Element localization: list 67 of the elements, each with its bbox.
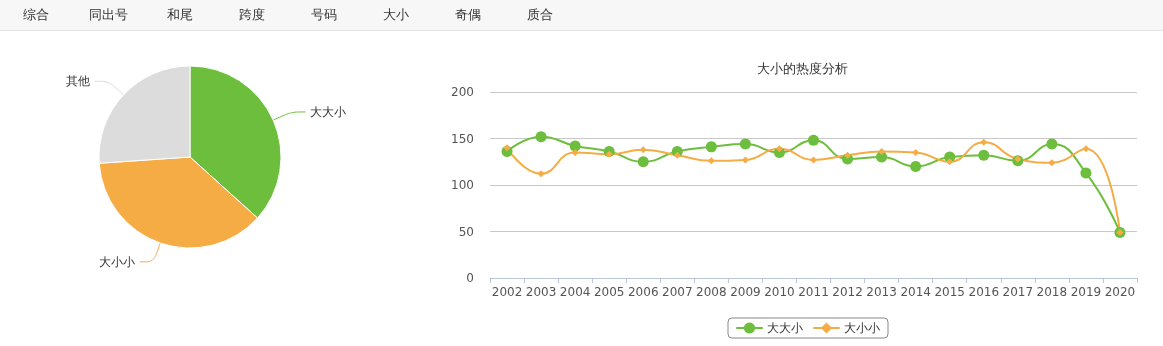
legend-label: 大小小 — [844, 321, 880, 335]
y-tick-label: 0 — [466, 271, 474, 285]
x-tick-label: 2005 — [593, 285, 625, 299]
text: 奇偶 — [454, 6, 482, 24]
point — [537, 170, 545, 178]
point — [637, 156, 649, 168]
x-tick-label: 2010 — [764, 285, 795, 299]
point — [1082, 145, 1090, 153]
point — [946, 158, 954, 166]
text: 质合 — [526, 6, 554, 24]
x-tick-label: 2018 — [1036, 285, 1068, 299]
x-tick-label: 2016 — [968, 285, 1000, 299]
x-tick-label: 2015 — [934, 285, 965, 299]
text: 和尾 — [166, 6, 194, 24]
point — [1014, 155, 1022, 163]
y-tick-label: 200 — [451, 85, 474, 99]
point — [535, 131, 547, 143]
x-tick-label: 2002 — [491, 285, 523, 299]
y-tick-label: 150 — [451, 131, 474, 146]
text: 跨度 — [238, 6, 266, 24]
point — [775, 145, 783, 153]
x-tick-label: 2008 — [696, 285, 727, 299]
slice-label: 其他 — [65, 74, 90, 89]
point — [1080, 167, 1092, 179]
text: 同出号 — [87, 6, 129, 24]
point — [705, 141, 717, 153]
x-tick-label: 2009 — [730, 285, 761, 299]
text: 大小 — [382, 6, 410, 24]
point — [876, 151, 888, 163]
text: 号码 — [310, 6, 338, 24]
x-tick-label: 2012 — [832, 285, 863, 299]
x-tick-label: 2004 — [559, 285, 591, 299]
point — [980, 138, 988, 146]
x-tick-label: 2019 — [1070, 285, 1102, 299]
x-tick-label: 2017 — [1002, 285, 1034, 299]
point — [978, 149, 990, 161]
point — [503, 144, 511, 152]
x-tick-label: 2006 — [627, 285, 659, 299]
point — [1046, 138, 1058, 150]
legend-label: 大大小 — [767, 321, 803, 335]
y-tick-label: 100 — [451, 178, 474, 192]
x-tick-label: 2013 — [866, 285, 897, 299]
point — [571, 148, 579, 156]
point — [878, 148, 886, 156]
point — [1048, 159, 1056, 167]
point — [844, 151, 852, 159]
point — [912, 148, 920, 156]
point — [808, 134, 819, 146]
slice-label: 大大小 — [310, 104, 347, 119]
point — [739, 138, 751, 150]
y-tick-label: 50 — [458, 224, 474, 239]
point — [605, 150, 613, 158]
point — [741, 156, 749, 164]
point — [673, 151, 681, 159]
point — [810, 156, 817, 164]
x-tick-label: 2003 — [525, 285, 557, 299]
point — [569, 140, 581, 152]
point — [910, 160, 922, 172]
text: 综合 — [22, 6, 50, 24]
x-tick-label: 2011 — [798, 285, 829, 299]
point — [707, 157, 715, 165]
x-tick-label: 2020 — [1104, 285, 1136, 299]
chart-title: 大小的热度分析 — [756, 61, 848, 76]
slice-label: 大小小 — [98, 254, 135, 269]
x-tick-label: 2007 — [662, 285, 693, 299]
x-tick-label: 2014 — [900, 285, 931, 299]
point — [639, 146, 647, 154]
